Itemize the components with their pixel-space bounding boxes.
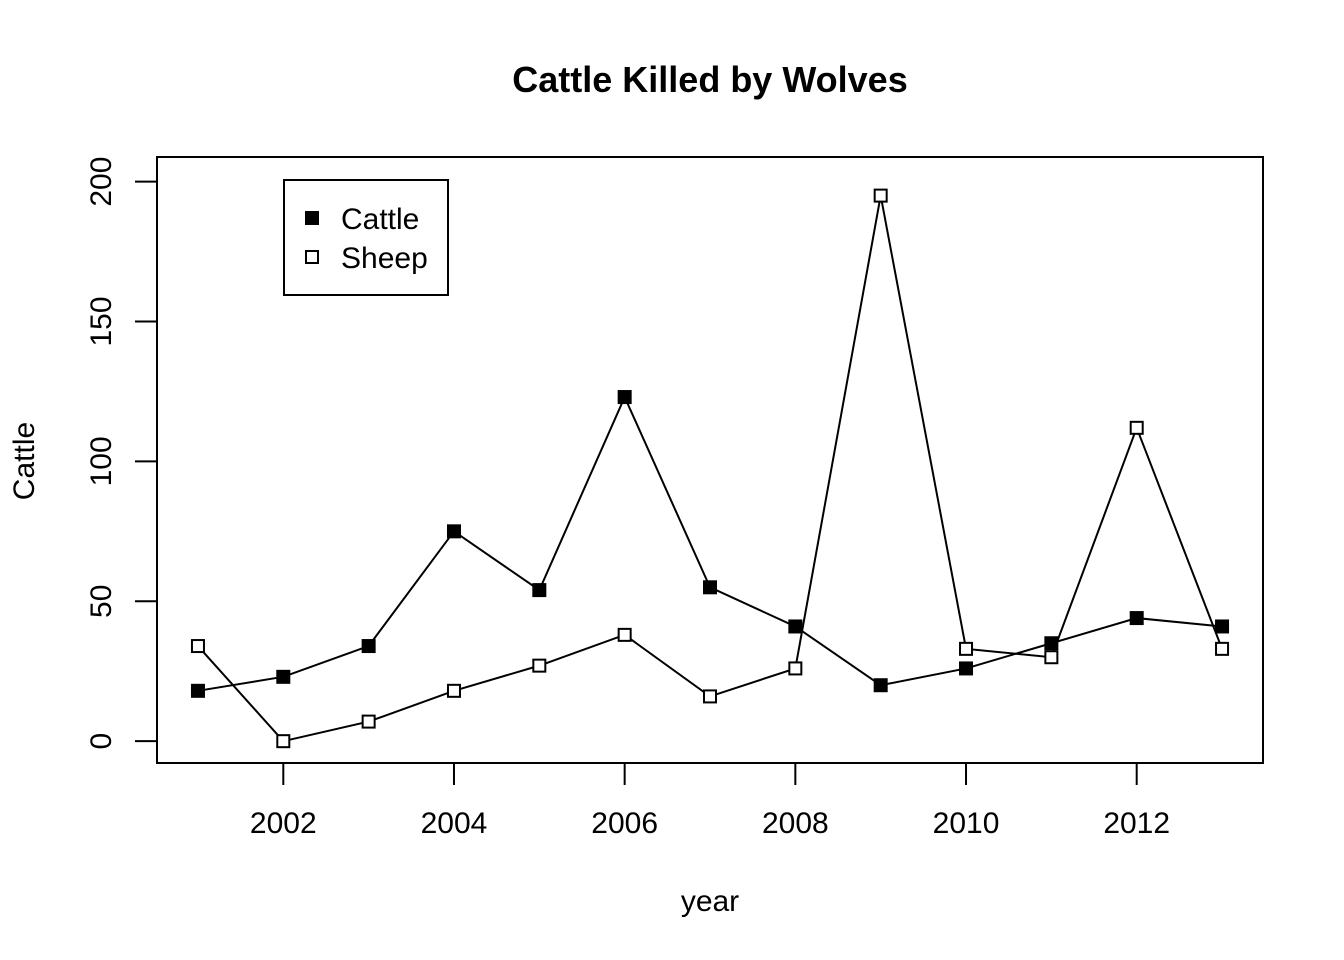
plot-frame: [156, 156, 1264, 764]
data-point: [1129, 611, 1144, 626]
data-point: [1044, 650, 1059, 665]
x-tick-label: 2008: [762, 807, 829, 840]
data-point: [788, 661, 803, 676]
data-point: [873, 678, 888, 693]
legend-box: [283, 179, 449, 296]
series-sheep: [190, 188, 1230, 749]
y-tick-label: 100: [85, 436, 118, 486]
data-point: [361, 714, 376, 729]
x-tick-label: 2010: [933, 807, 1000, 840]
y-tick-label: 150: [85, 296, 118, 346]
y-tick-label: 0: [85, 733, 118, 750]
data-point: [532, 583, 547, 598]
data-point: [617, 627, 632, 642]
legend: Cattle Sheep: [283, 179, 449, 296]
x-axis: 2002 2004 2006 2008 2010 2012: [250, 762, 1170, 840]
data-point: [361, 639, 376, 654]
data-point: [446, 524, 461, 539]
chart-title: Cattle Killed by Wolves: [512, 59, 907, 100]
legend-label: Cattle: [341, 203, 419, 236]
series-layer: [190, 188, 1230, 749]
data-point: [276, 669, 291, 684]
data-point: [190, 639, 205, 654]
legend-marker: [305, 250, 319, 264]
data-point: [959, 641, 974, 656]
legend-label: Sheep: [341, 242, 428, 275]
data-point: [959, 661, 974, 676]
x-tick-label: 2012: [1103, 807, 1170, 840]
data-point: [617, 390, 632, 405]
series-cattle: [190, 390, 1230, 698]
data-point: [446, 683, 461, 698]
legend-marker: [305, 211, 319, 225]
data-point: [703, 689, 717, 704]
data-point: [788, 619, 803, 634]
data-point: [276, 734, 291, 749]
x-tick-label: 2004: [421, 807, 488, 840]
series-line: [197, 394, 1223, 692]
data-point: [873, 188, 888, 203]
series-line: [197, 195, 1223, 743]
y-tick-label: 50: [85, 585, 118, 618]
data-point: [1215, 641, 1230, 656]
data-point: [1215, 619, 1230, 634]
data-point: [190, 683, 205, 698]
y-axis-label: Cattle: [8, 422, 41, 500]
y-tick-label: 200: [85, 157, 118, 207]
data-point: [703, 580, 717, 595]
x-tick-label: 2002: [250, 807, 317, 840]
data-point: [532, 658, 547, 673]
data-point: [1129, 420, 1144, 435]
x-tick-label: 2006: [591, 807, 658, 840]
x-axis-label: year: [681, 885, 739, 918]
y-axis: 0 50 100 150 200: [85, 157, 158, 750]
